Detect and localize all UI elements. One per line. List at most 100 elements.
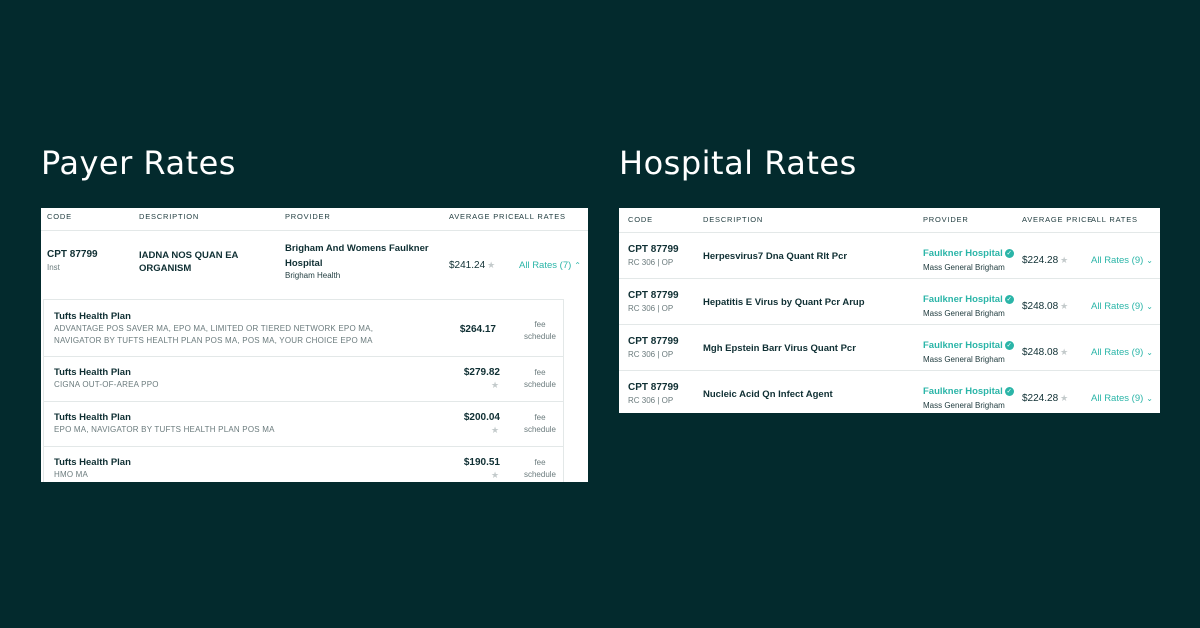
all-rates-link[interactable]: All Rates (9) <box>1091 393 1144 404</box>
provider-system: Brigham Health <box>285 271 341 280</box>
all-rates-toggle[interactable]: All Rates (9) ⌄ <box>1091 388 1153 406</box>
payer-rates-list: Tufts Health Plan ADVANTAGE POS SAVER MA… <box>43 299 564 482</box>
table-header: CODE DESCRIPTION PROVIDER AVERAGE PRICE … <box>619 208 1160 232</box>
payer-plans: ADVANTAGE POS SAVER MA, EPO MA, LIMITED … <box>54 323 373 347</box>
description-line: IADNA NOS QUAN EA <box>139 250 239 261</box>
list-item[interactable]: Tufts Health Plan HMO MA $190.51 ★ fee s… <box>44 447 563 482</box>
all-rates-link[interactable]: All Rates (9) <box>1091 255 1144 266</box>
rate-type: fee schedule <box>520 367 560 391</box>
payer-plans: CIGNA OUT-OF-AREA PPO <box>54 380 159 389</box>
header-all-rates: ALL RATES <box>519 212 566 221</box>
star-icon[interactable]: ★ <box>491 425 500 435</box>
rate-type: fee schedule <box>520 457 560 481</box>
all-rates-link[interactable]: All Rates (9) <box>1091 301 1144 312</box>
rate-type-line: schedule <box>523 425 557 434</box>
description: Nucleic Acid Qn Infect Agent <box>703 389 833 400</box>
code-sub: RC 306 | OP <box>628 304 674 313</box>
code: CPT 87799 <box>47 249 98 260</box>
code: CPT 87799 <box>628 290 679 301</box>
provider-link[interactable]: Faulkner Hospital <box>923 340 1003 351</box>
table-row[interactable]: CPT 87799 RC 306 | OP Hepatitis E Virus … <box>619 278 1160 324</box>
payer-rates-title: Payer Rates <box>41 144 236 182</box>
code-sub: Inst <box>47 263 60 272</box>
header-description: DESCRIPTION <box>139 212 200 221</box>
rate-type-line: schedule <box>523 380 557 389</box>
star-icon[interactable]: ★ <box>1060 255 1069 265</box>
header-average-price: AVERAGE PRICE <box>1022 215 1094 224</box>
provider-cell: Faulkner Hospital ✓ Mass General Brigham <box>923 243 1014 272</box>
plans-line: ADVANTAGE POS SAVER MA, EPO MA, LIMITED … <box>54 324 374 333</box>
provider-link[interactable]: Faulkner Hospital <box>923 294 1003 305</box>
rate-type-line: schedule <box>523 332 557 341</box>
verified-check-icon: ✓ <box>1004 341 1014 350</box>
payer-name: Tufts Health Plan <box>54 311 131 322</box>
description: Herpesvirus7 Dna Quant Rlt Pcr <box>703 251 848 262</box>
all-rates-link[interactable]: All Rates (9) <box>1091 347 1144 358</box>
rate-type-line: fee <box>534 368 546 377</box>
star-icon[interactable]: ★ <box>1060 301 1069 311</box>
star-icon[interactable]: ★ <box>1060 393 1069 403</box>
table-row[interactable]: CPT 87799 RC 306 | OP Mgh Epstein Barr V… <box>619 324 1160 370</box>
price-cell: $224.28 ★ <box>1022 250 1068 268</box>
code-sub: RC 306 | OP <box>628 396 674 405</box>
all-rates-link[interactable]: All Rates (7) <box>519 260 572 271</box>
code-cell: CPT 87799 RC 306 | OP <box>628 290 679 313</box>
provider-system: Mass General Brigham <box>923 355 1005 364</box>
code-cell: CPT 87799 RC 306 | OP <box>628 244 679 267</box>
all-rates-toggle[interactable]: All Rates (9) ⌄ <box>1091 250 1153 268</box>
description-cell: IADNA NOS QUAN EA ORGANISM <box>139 249 238 275</box>
average-price: $248.08 <box>1022 347 1059 358</box>
provider-system: Mass General Brigham <box>923 309 1005 318</box>
verified-check-icon: ✓ <box>1004 295 1014 304</box>
list-item[interactable]: Tufts Health Plan EPO MA, NAVIGATOR BY T… <box>44 402 563 447</box>
code: CPT 87799 <box>628 382 679 393</box>
description: Hepatitis E Virus by Quant Pcr Arup <box>703 297 865 308</box>
all-rates-toggle[interactable]: All Rates (7) ⌃ <box>519 255 581 273</box>
chevron-down-icon[interactable]: ⌄ <box>1146 394 1153 403</box>
chevron-up-icon[interactable]: ⌃ <box>574 261 581 270</box>
payer-name: Tufts Health Plan <box>54 367 131 378</box>
star-icon[interactable]: ★ <box>491 380 500 390</box>
provider-name: Hospital <box>285 258 323 269</box>
provider-name: Brigham And Womens Faulkner <box>285 243 429 254</box>
star-icon[interactable]: ★ <box>491 470 500 480</box>
description-line: ORGANISM <box>139 263 192 274</box>
rate-type: fee schedule <box>520 412 560 436</box>
header-all-rates: ALL RATES <box>1091 215 1138 224</box>
price-cell: $224.28 ★ <box>1022 388 1068 406</box>
plans-line: NAVIGATOR BY TUFTS HEALTH PLAN POS MA, P… <box>54 336 373 345</box>
chevron-down-icon[interactable]: ⌄ <box>1146 302 1153 311</box>
payer-price: $264.17 <box>459 324 496 335</box>
provider-link[interactable]: Faulkner Hospital <box>923 248 1003 259</box>
hospital-rates-title: Hospital Rates <box>619 144 857 182</box>
provider-cell: Faulkner Hospital ✓ Mass General Brigham <box>923 335 1014 364</box>
rate-type-line: fee <box>534 413 546 422</box>
star-icon[interactable]: ★ <box>1060 347 1069 357</box>
all-rates-toggle[interactable]: All Rates (9) ⌄ <box>1091 296 1153 314</box>
provider-cell: Faulkner Hospital ✓ Mass General Brigham <box>923 381 1014 410</box>
table-row[interactable]: CPT 87799 RC 306 | OP Nucleic Acid Qn In… <box>619 370 1160 413</box>
description: Mgh Epstein Barr Virus Quant Pcr <box>703 343 856 354</box>
provider-cell: Brigham And Womens Faulkner Hospital Bri… <box>285 241 429 280</box>
code-cell: CPT 87799 RC 306 | OP <box>628 382 679 405</box>
average-price: $248.08 <box>1022 301 1059 312</box>
list-item[interactable]: Tufts Health Plan ADVANTAGE POS SAVER MA… <box>44 300 563 357</box>
price-cell: $241.24 ★ <box>449 255 495 273</box>
provider-cell: Faulkner Hospital ✓ Mass General Brigham <box>923 289 1014 318</box>
chevron-down-icon[interactable]: ⌄ <box>1146 348 1153 357</box>
header-code: CODE <box>47 212 72 221</box>
chevron-down-icon[interactable]: ⌄ <box>1146 256 1153 265</box>
provider-system: Mass General Brigham <box>923 401 1005 410</box>
payer-name: Tufts Health Plan <box>54 457 131 468</box>
code: CPT 87799 <box>628 244 679 255</box>
table-row[interactable]: CPT 87799 RC 306 | OP Herpesvirus7 Dna Q… <box>619 232 1160 278</box>
header-average-price: AVERAGE PRICE <box>449 212 521 221</box>
table-row[interactable]: CPT 87799 Inst IADNA NOS QUAN EA ORGANIS… <box>41 230 588 290</box>
average-price: $224.28 <box>1022 255 1059 266</box>
list-item[interactable]: Tufts Health Plan CIGNA OUT-OF-AREA PPO … <box>44 357 563 402</box>
header-description: DESCRIPTION <box>703 215 764 224</box>
rate-type: fee schedule <box>520 319 560 343</box>
provider-link[interactable]: Faulkner Hospital <box>923 386 1003 397</box>
all-rates-toggle[interactable]: All Rates (9) ⌄ <box>1091 342 1153 360</box>
star-icon[interactable]: ★ <box>487 260 496 270</box>
